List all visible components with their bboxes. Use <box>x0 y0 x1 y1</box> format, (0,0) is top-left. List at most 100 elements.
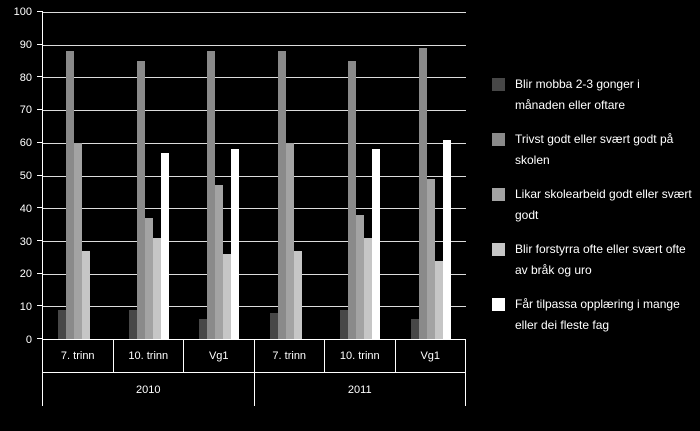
gridline <box>43 142 466 144</box>
y-axis-tick-mark <box>37 141 43 143</box>
bar-group <box>43 12 114 339</box>
y-axis-tick-mark <box>37 43 43 45</box>
bar <box>199 319 208 339</box>
bar <box>223 253 232 339</box>
y-axis-tick-label: 30 <box>19 235 32 248</box>
year-cell: 2010 <box>43 373 255 406</box>
bar-group <box>255 12 326 339</box>
gridline <box>43 273 466 275</box>
legend: Blir mobba 2-3 gonger i månaden eller of… <box>492 74 692 336</box>
bar-slot <box>223 12 232 339</box>
bar-group <box>114 12 185 339</box>
x-axis-cell: Vg1 <box>184 340 255 373</box>
bar <box>426 178 435 339</box>
legend-item: Trivst godt eller svært godt på skolen <box>492 129 692 171</box>
bar-slot <box>160 12 169 339</box>
legend-swatch <box>492 298 505 311</box>
bar-slot <box>418 12 427 339</box>
bar-groups <box>43 12 466 339</box>
gridline <box>43 175 466 177</box>
legend-label: Blir mobba 2-3 gonger i månaden eller of… <box>515 77 640 112</box>
bar <box>128 309 137 339</box>
gridline <box>43 306 466 308</box>
bar-slot <box>269 12 278 339</box>
bar <box>434 260 443 339</box>
y-axis-tick-mark <box>37 338 43 339</box>
x-axis-cell: 10. trinn <box>325 340 396 373</box>
gridline <box>43 208 466 210</box>
bar <box>285 142 294 339</box>
gridline <box>43 77 466 79</box>
bar-slot <box>58 12 67 339</box>
bar-slot <box>136 12 145 339</box>
x-axis-cell: 7. trinn <box>43 340 114 373</box>
bar-slot <box>277 12 286 339</box>
year-cell: 2011 <box>255 373 466 406</box>
bar <box>215 185 224 339</box>
bar-slot <box>128 12 137 339</box>
bar-slot <box>340 12 349 339</box>
bar <box>410 319 419 339</box>
y-axis-tick-mark <box>37 174 43 176</box>
bar-slot <box>90 12 98 339</box>
y-axis-tick-label: 90 <box>19 38 32 51</box>
bar-slot <box>356 12 365 339</box>
bar <box>348 61 357 339</box>
x-axis-cell: 7. trinn <box>254 340 325 373</box>
y-axis-tick-label: 40 <box>19 202 32 215</box>
bar-slot <box>434 12 443 339</box>
legend-label: Likar skolearbeid godt eller svært godt <box>515 187 692 222</box>
bar-slot <box>348 12 357 339</box>
bar <box>231 149 240 339</box>
legend-label: Får tilpassa opplæring i mange eller dei… <box>515 297 680 332</box>
bar-slot <box>364 12 373 339</box>
bar <box>364 237 373 339</box>
bar <box>293 250 302 339</box>
bar-group <box>325 12 396 339</box>
bar <box>442 139 451 339</box>
y-axis-tick-mark <box>37 207 43 209</box>
y-axis-tick-mark <box>37 109 43 111</box>
y-axis-tick-mark <box>37 305 43 307</box>
legend-item: Blir forstyrra ofte eller svært ofte av … <box>492 239 692 281</box>
bar-slot <box>199 12 208 339</box>
bar-group <box>184 12 255 339</box>
bar <box>82 250 91 339</box>
bar-slot <box>410 12 419 339</box>
bar <box>372 149 381 339</box>
bar-slot <box>144 12 153 339</box>
bar <box>66 51 75 339</box>
gridline <box>43 110 466 112</box>
bar-group <box>396 12 467 339</box>
bar <box>277 51 286 339</box>
legend-label: Trivst godt eller svært godt på skolen <box>515 132 674 167</box>
bar <box>160 152 169 339</box>
x-axis-row-trinn: 7. trinn 10. trinn Vg1 7. trinn 10. trinn Vg1 <box>42 340 466 373</box>
bar-slot <box>302 12 310 339</box>
bar <box>418 47 427 339</box>
bar <box>269 312 278 339</box>
y-axis-tick-label: 10 <box>19 301 32 314</box>
y-axis-tick-mark <box>37 76 43 78</box>
bar-slot <box>66 12 75 339</box>
plot-area <box>37 11 466 340</box>
gridline <box>43 12 466 13</box>
legend-item: Likar skolearbeid godt eller svært godt <box>492 184 692 226</box>
x-axis-cell: 10. trinn <box>113 340 184 373</box>
legend-item: Får tilpassa opplæring i mange eller dei… <box>492 294 692 336</box>
y-axis-tick-mark <box>37 11 43 12</box>
legend-swatch <box>492 188 505 201</box>
y-axis-tick-label: 70 <box>19 104 32 117</box>
bar-slot <box>442 12 451 339</box>
legend-swatch <box>492 133 505 146</box>
bar-slot <box>207 12 216 339</box>
y-axis-tick-mark <box>37 239 43 241</box>
legend-item: Blir mobba 2-3 gonger i månaden eller of… <box>492 74 692 116</box>
bar <box>356 214 365 339</box>
bar <box>136 61 145 339</box>
bar-slot <box>215 12 224 339</box>
y-axis-tick-label: 60 <box>19 137 32 150</box>
legend-swatch <box>492 243 505 256</box>
bar-slot <box>82 12 91 339</box>
